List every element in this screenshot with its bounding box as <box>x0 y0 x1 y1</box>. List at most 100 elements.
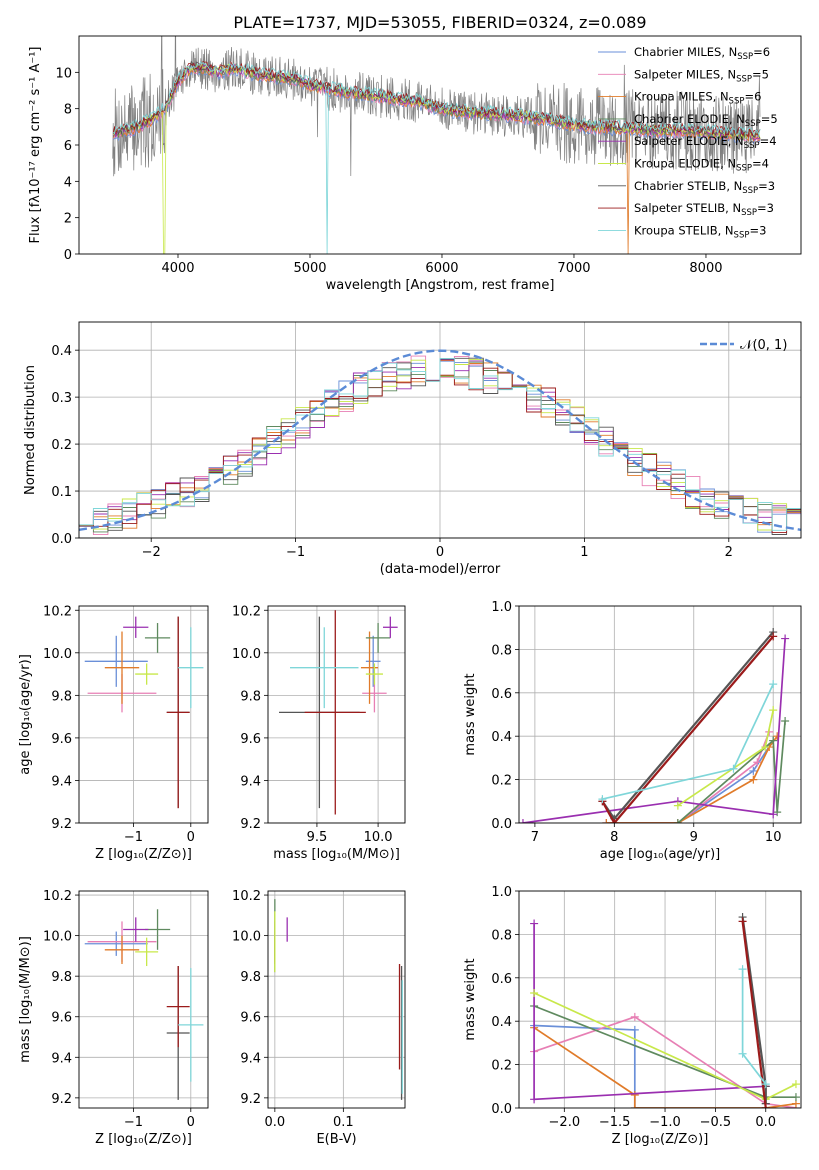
x-axis-label: wavelength [Angstrom, rest frame] <box>326 278 555 293</box>
weight-marker-chabrier-elodie <box>781 717 790 726</box>
weight-marker-kroupa-elodie <box>530 988 539 997</box>
plot-area-age_vs_mass <box>268 606 405 823</box>
y-tick-label: 9.2 <box>51 1092 72 1107</box>
y-tick-label: 9.8 <box>51 970 72 985</box>
y-tick-label: 9.2 <box>51 817 72 832</box>
y-tick-label: 10.0 <box>232 647 261 662</box>
weight-marker-kroupa-stelib <box>738 1049 747 1058</box>
legend-entry-chabrier-stelib: Chabrier STELIB, NSSP=3 <box>634 179 775 196</box>
errorbar-salpeter-stelib <box>166 616 190 809</box>
weight-line-chabrier-miles <box>606 740 774 823</box>
y-tick-label: 9.4 <box>51 1051 72 1066</box>
weight-marker-kroupa-stelib <box>598 795 607 804</box>
errorbar-salpeter-elodie <box>123 917 149 942</box>
weight-marker-salpeter-stelib <box>769 632 778 641</box>
spectrum-model-salpeter-stelib <box>112 60 761 138</box>
weight-marker-salpeter-miles <box>630 1012 639 1021</box>
x-tick-label: 0 <box>436 545 444 560</box>
y-tick-label: 9.2 <box>240 1092 261 1107</box>
weight-marker-kroupa-stelib <box>729 764 738 773</box>
spectrum-model-chabrier-elodie <box>112 62 761 141</box>
x-tick-label: 7000 <box>557 261 590 276</box>
weight-marker-salpeter-elodie <box>530 1095 539 1104</box>
weight-marker-salpeter-elodie <box>530 919 539 928</box>
axes-frame <box>78 35 802 255</box>
weight-line-salpeter-elodie <box>522 638 786 823</box>
spectrum-legend: Chabrier MILES, NSSP=6 Salpeter MILES, NS… <box>598 45 778 240</box>
y-tick-label: 1.0 <box>491 885 512 900</box>
panel-mass_vs_Z: −1 0 9.2 9.4 9.6 9.8 10.0 10.2 Z [log₁₀(Z/Z⊙)] ma… <box>18 889 209 1147</box>
axes-frame <box>267 890 406 1109</box>
spectrum-model-kroupa-stelib <box>112 61 761 254</box>
x-axis-label: age [log₁₀(age/yr)] <box>600 847 721 862</box>
weight-marker-chabrier-elodie <box>673 819 682 823</box>
errorbar-salpeter-elodie <box>382 616 398 638</box>
weight-marker-salpeter-elodie <box>769 810 778 819</box>
weight-line-chabrier-stelib <box>601 631 775 821</box>
y-tick-label: 9.6 <box>240 732 261 747</box>
errorbar-chabrier-elodie <box>144 909 171 950</box>
errorbar-salpeter-elodie <box>123 616 149 638</box>
legend-entry-kroupa-miles: Kroupa MILES, NSSP=6 <box>634 90 761 107</box>
y-tick-label: 10 <box>55 66 72 81</box>
plot-area-weight_vs_Z <box>519 891 801 1108</box>
plot-area-mass_vs_EBV <box>268 891 405 1108</box>
x-tick-label: −0.5 <box>700 1115 732 1130</box>
axes-frame <box>78 605 209 824</box>
y-tick-label: 9.2 <box>240 817 261 832</box>
y-tick-label: 10.2 <box>43 889 72 904</box>
x-tick-label: 0.0 <box>265 1115 286 1130</box>
errorbar-chabrier-miles <box>365 635 381 687</box>
y-tick-label: 10.0 <box>232 930 261 945</box>
errorbar-kroupa-stelib <box>178 968 204 1082</box>
x-tick-label: 10 <box>765 830 782 845</box>
plot-area-mass_vs_Z <box>79 891 208 1108</box>
y-tick-label: 9.6 <box>51 1011 72 1026</box>
errorbar-kroupa-miles <box>360 631 379 704</box>
errorbar-kroupa-stelib <box>178 627 204 709</box>
weight-marker-salpeter-elodie <box>781 634 790 643</box>
y-axis-label: Flux [fλ10⁻¹⁷ erg cm⁻² s⁻¹ A⁻¹] <box>28 47 43 244</box>
y-tick-label: 0.1 <box>51 485 72 500</box>
x-tick-label: 10.0 <box>364 830 393 845</box>
x-tick-label: 1 <box>580 545 588 560</box>
y-tick-label: 0.0 <box>491 817 512 832</box>
weight-marker-kroupa-miles <box>602 819 611 823</box>
axes-frame <box>518 605 802 824</box>
weight-marker-kroupa-miles <box>773 732 782 741</box>
errorbar-kroupa-elodie <box>365 663 383 685</box>
y-tick-label: 1.0 <box>491 600 512 615</box>
axes-frame <box>518 890 802 1109</box>
x-tick-label: −1 <box>286 545 305 560</box>
legend-entry-salpeter-stelib: Salpeter STELIB, NSSP=3 <box>634 201 774 218</box>
y-tick-label: 9.6 <box>51 732 72 747</box>
y-tick-label: 0.2 <box>51 438 72 453</box>
y-tick-label: 2 <box>64 212 72 227</box>
legend-entry-salpeter-miles: Salpeter MILES, NSSP=5 <box>634 67 769 84</box>
errorbar-chabrier-elodie <box>144 623 171 653</box>
y-axis-label: age [log₁₀(age/yr)] <box>18 654 33 775</box>
weight-marker-kroupa-elodie <box>769 706 778 715</box>
errorbar-kroupa-miles <box>104 935 140 965</box>
histogram-kroupa-stelib <box>79 357 801 531</box>
x-tick-label: 0.1 <box>333 1115 354 1130</box>
legend-entry-chabrier-elodie: Chabrier ELODIE, NSSP=5 <box>634 112 778 129</box>
x-tick-label: 4000 <box>161 261 194 276</box>
weight-line-kroupa-stelib <box>602 683 774 800</box>
panel-mass_vs_EBV: 0.0 0.1 9.2 9.4 9.6 9.8 10.0 10.2 E(B-V) <box>232 889 406 1147</box>
x-tick-label: −2.0 <box>549 1115 581 1130</box>
y-tick-label: 9.8 <box>240 689 261 704</box>
x-tick-label: −1 <box>124 830 143 845</box>
x-axis-label: Z [log₁₀(Z/Z⊙)] <box>95 1132 192 1147</box>
weight-line-kroupa-miles <box>533 1026 797 1108</box>
weight-line-salpeter-elodie <box>533 923 766 1101</box>
weight-line-chabrier-miles <box>534 1024 766 1108</box>
y-tick-label: 0.3 <box>51 391 72 406</box>
panel-weight_vs_age: 7 8 9 10 0.0 0.2 0.4 0.6 0.8 1.0 age [log₁₀(age/yr… <box>463 600 802 862</box>
weight-marker-salpeter-stelib <box>610 819 619 823</box>
panel-spectrum: 4000 5000 6000 7000 8000 0 2 4 6 8 10 wavelength [A… <box>28 35 802 293</box>
weight-marker-kroupa-elodie <box>761 743 770 752</box>
plot-area-weight_vs_age <box>519 606 801 823</box>
weight-marker-chabrier-miles <box>749 766 758 775</box>
legend-entry-kroupa-stelib: Kroupa STELIB, NSSP=3 <box>634 223 766 240</box>
